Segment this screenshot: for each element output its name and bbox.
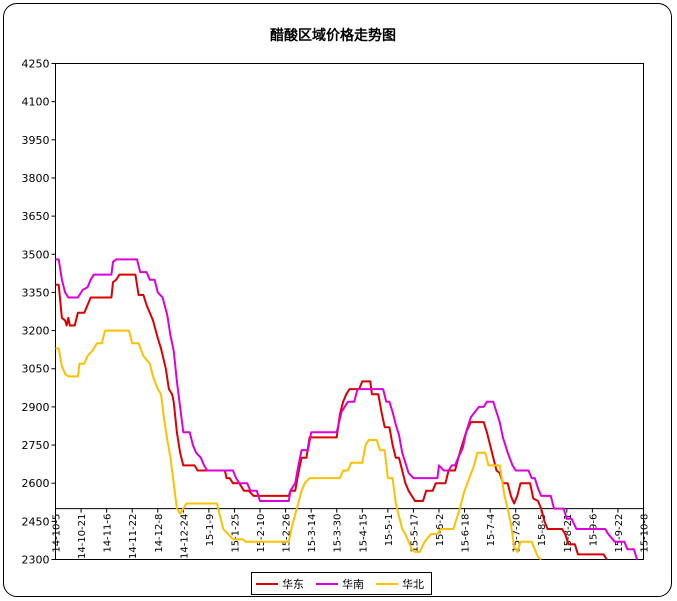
y-tick-label: 3050	[22, 363, 50, 376]
series-layer	[55, 258, 639, 561]
legend-label: 华北	[402, 577, 424, 591]
x-axis: 14-10-5 14-10-21 14-11-6 14-11-22 14-12-8 14-…	[52, 508, 651, 559]
series-line-2	[55, 258, 639, 560]
y-tick-label: 4250	[22, 58, 50, 71]
x-tick-label: 15-5-1	[384, 514, 395, 547]
x-tick-label: 14-12-24	[179, 514, 190, 559]
legend: 华东 华南 华北	[251, 572, 432, 595]
x-tick-label: 14-12-8	[154, 514, 165, 553]
legend-label: 华南	[342, 577, 364, 591]
x-tick-label: 15-2-26	[282, 514, 293, 553]
y-tick-label: 3950	[22, 134, 50, 147]
y-tick-label: 3200	[22, 325, 50, 338]
y-tick-label: 3500	[22, 248, 50, 261]
y-tick-label: 3350	[22, 286, 50, 299]
x-tick-label: 15-8-21	[563, 514, 574, 553]
legend-label: 华东	[282, 577, 304, 591]
y-tick-label: 3650	[22, 210, 50, 223]
y-tick-label: 2750	[22, 439, 50, 452]
x-tick-label: 15-1-25	[230, 514, 241, 553]
chart-title: 醋酸区域价格走势图	[270, 27, 396, 44]
y-axis: 2300 2450 2600 2750 2900 3050 3200 3350 3500 3650…	[22, 58, 56, 567]
series-line-3	[55, 329, 542, 561]
plot-area	[55, 63, 644, 560]
x-tick-label: 15-7-4	[486, 514, 497, 547]
x-tick-label: 15-7-20	[512, 514, 523, 553]
x-tick-label: 15-4-15	[358, 514, 369, 553]
legend-box	[251, 572, 432, 595]
y-tick-label: 2600	[22, 477, 50, 490]
x-tick-label: 14-10-21	[77, 514, 88, 559]
y-tick-label: 4100	[22, 96, 50, 109]
x-tick-label: 15-9-22	[614, 514, 625, 553]
x-tick-label: 14-11-6	[103, 514, 114, 553]
y-tick-label: 2450	[22, 515, 50, 528]
x-tick-label: 15-2-10	[256, 514, 267, 553]
y-tick-label: 3800	[22, 172, 50, 185]
y-tick-label: 2900	[22, 401, 50, 414]
x-tick-label: 15-1-9	[205, 514, 216, 547]
x-tick-label: 15-6-18	[461, 514, 472, 553]
x-tick-label: 14-10-5	[52, 514, 63, 553]
x-tick-label: 15-3-30	[333, 514, 344, 553]
x-tick-label: 15-8-5	[537, 514, 548, 547]
y-tick-label: 2300	[22, 554, 50, 567]
x-tick-label: 14-11-22	[128, 514, 139, 559]
x-tick-label: 15-5-17	[409, 514, 420, 553]
x-tick-label: 15-10-8	[640, 514, 651, 553]
x-tick-label: 15-3-14	[307, 514, 318, 553]
